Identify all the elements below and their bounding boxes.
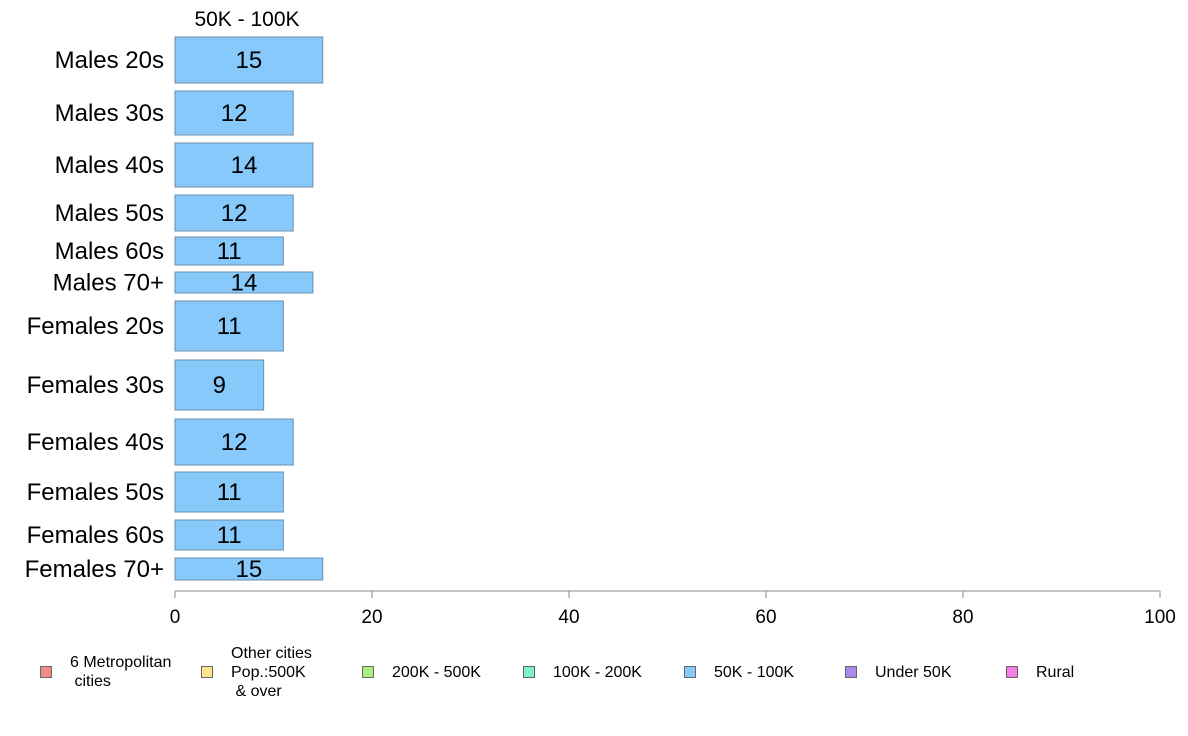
category-label: Males 70+	[53, 270, 164, 297]
legend-label: 200K - 500K	[392, 663, 481, 681]
bar	[174, 142, 314, 188]
bar	[174, 236, 284, 266]
category-label: Females 30s	[27, 372, 164, 399]
chart-title: 50K - 100K	[194, 8, 299, 31]
bar	[174, 194, 294, 232]
category-label: Males 30s	[55, 100, 164, 127]
x-tick-label: 100	[1144, 607, 1176, 628]
bar	[174, 557, 324, 581]
bar	[174, 36, 324, 84]
category-label: Males 50s	[55, 200, 164, 227]
bar-value-label: 12	[221, 100, 248, 127]
bar-value-label: 9	[213, 372, 226, 399]
legend-label: Rural	[1036, 663, 1075, 681]
bar-value-label: 11	[217, 522, 242, 549]
bar	[174, 271, 314, 294]
legend-swatch	[845, 666, 857, 678]
legend-swatch	[684, 666, 696, 678]
bar-value-label: 11	[217, 238, 242, 265]
legend-item: Rural	[1006, 640, 1074, 704]
legend-item: 50K - 100K	[684, 640, 794, 704]
bar	[174, 359, 265, 411]
x-tick-label: 0	[170, 607, 181, 628]
legend-label: Under 50K	[875, 663, 952, 681]
bar-value-label: 15	[236, 556, 263, 583]
x-tick-label: 80	[952, 607, 973, 628]
bar	[174, 418, 294, 466]
legend-swatch	[1006, 666, 1018, 678]
legend-label: 100K - 200K	[553, 663, 642, 681]
legend-item: 100K - 200K	[523, 640, 642, 704]
legend-swatch	[40, 666, 52, 678]
legend-item: 6 Metropolitan cities	[40, 640, 171, 704]
category-label: Females 20s	[27, 313, 164, 340]
x-tick-label: 60	[755, 607, 776, 628]
legend-swatch	[523, 666, 535, 678]
legend-label: 6 Metropolitan cities	[70, 654, 172, 690]
bar-value-label: 14	[231, 270, 258, 297]
bar-value-label: 12	[221, 429, 248, 456]
category-label: Females 60s	[27, 522, 164, 549]
bar-chart: 50K - 100K Males 20s 15 Males 30s 12 Males 4…	[25, 8, 1176, 628]
category-label: Females 70+	[25, 556, 164, 583]
bar-value-label: 11	[217, 479, 242, 506]
legend: 6 Metropolitan cities Other cities Pop.:5…	[0, 640, 1188, 710]
legend-item: 200K - 500K	[362, 640, 481, 704]
category-label: Males 40s	[55, 152, 164, 179]
category-label: Females 50s	[27, 479, 164, 506]
bar-value-label: 11	[217, 313, 242, 340]
bar-value-label: 14	[231, 152, 258, 179]
x-tick-label: 40	[558, 607, 579, 628]
category-label: Males 60s	[55, 238, 164, 265]
bar	[174, 300, 284, 352]
legend-item: Other cities Pop.:500K & over	[201, 640, 312, 704]
legend-swatch	[362, 666, 374, 678]
bar	[174, 519, 284, 551]
legend-item: Under 50K	[845, 640, 952, 704]
legend-label: 50K - 100K	[714, 663, 795, 681]
bar	[174, 90, 294, 136]
bar	[174, 471, 284, 513]
category-label: Males 20s	[55, 47, 164, 74]
x-tick-label: 20	[361, 607, 382, 628]
bar-value-label: 15	[236, 47, 263, 74]
legend-swatch	[201, 666, 213, 678]
legend-label: Other cities Pop.:500K & over	[231, 644, 312, 700]
bar-value-label: 12	[221, 200, 248, 227]
category-label: Females 40s	[27, 429, 164, 456]
